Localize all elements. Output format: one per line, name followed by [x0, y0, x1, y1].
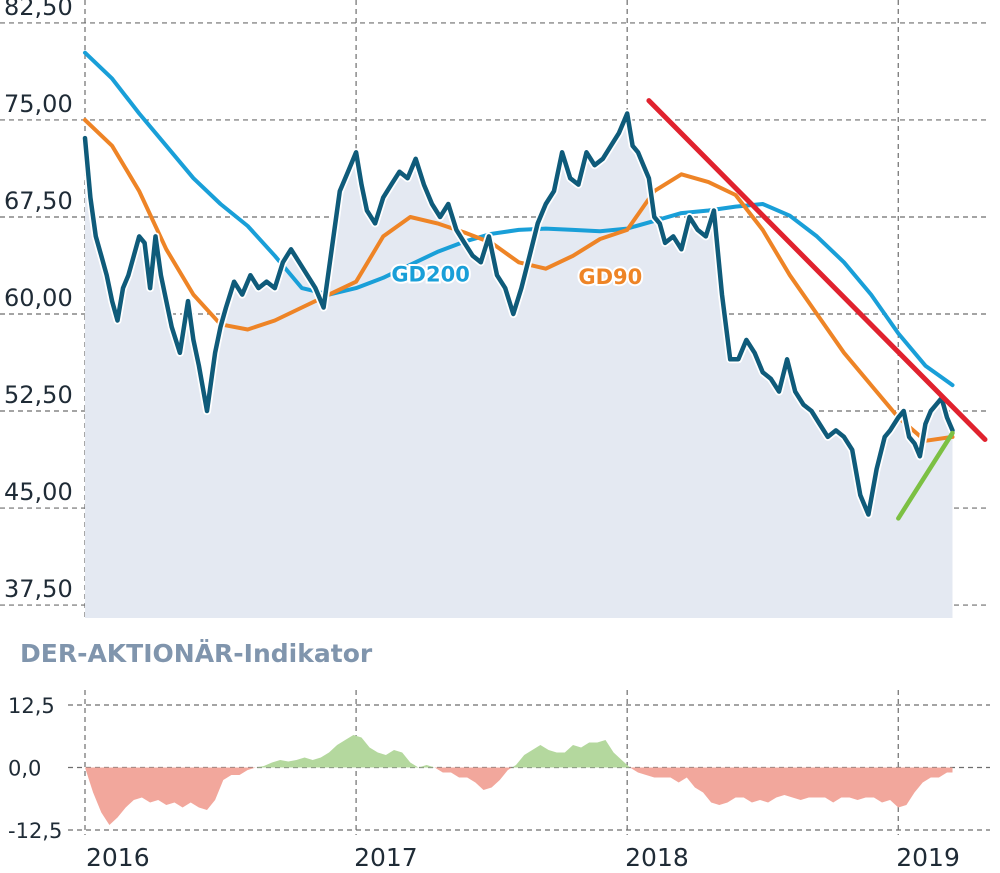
indicator-negative-area — [85, 767, 953, 825]
indicator-title: DER-AKTIONÄR-Indikator — [20, 638, 373, 668]
indicator-layer — [85, 735, 953, 825]
x-tick-label: 2017 — [354, 843, 418, 872]
y-tick-label: 75,00 — [4, 90, 73, 118]
series-layer — [81, 50, 988, 521]
indicator-tick-label: 12,5 — [8, 694, 55, 718]
y-tick-label: 52,50 — [4, 381, 73, 409]
x-tick-label: 2019 — [896, 843, 960, 872]
indicator-tick-label: 0,0 — [8, 757, 41, 781]
series-label-gd90: GD90 — [578, 265, 642, 289]
y-tick-label: 60,00 — [4, 284, 73, 312]
price-line — [82, 111, 955, 517]
label-layer: 82,50 75,00 67,50 60,00 52,50 45,00 37,50 2016 2… — [4, 0, 960, 872]
series-label-gd200: GD200 — [391, 263, 470, 287]
x-tick-label: 2016 — [86, 843, 150, 872]
y-tick-label: 37,50 — [4, 575, 73, 603]
x-tick-label: 2018 — [625, 843, 689, 872]
y-tick-label: 45,00 — [4, 478, 73, 506]
price-area-layer — [85, 113, 953, 618]
y-tick-label: 82,50 — [4, 0, 73, 21]
indicator-positive-area — [85, 735, 953, 768]
price-area — [85, 113, 953, 618]
gd90-line — [83, 118, 955, 443]
gd200-line — [83, 50, 955, 388]
trendline-down — [646, 98, 988, 442]
y-tick-label: 67,50 — [4, 187, 73, 215]
indicator-tick-label: -12,5 — [8, 819, 62, 843]
trendline-up — [896, 430, 955, 521]
